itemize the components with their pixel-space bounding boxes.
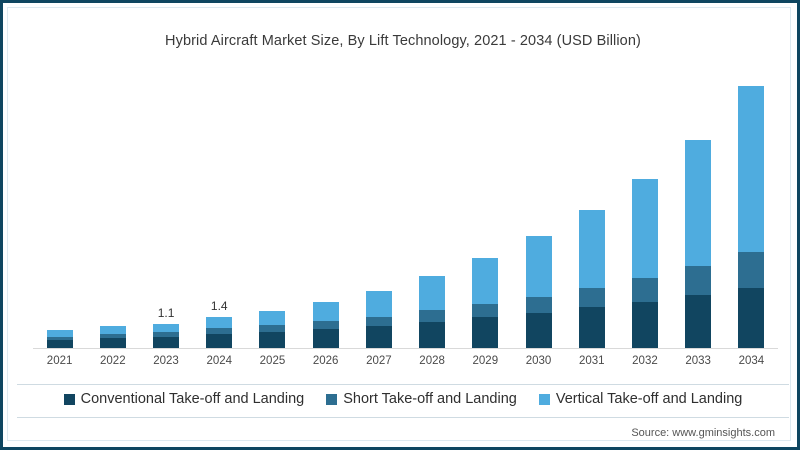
bar-segment-ctol bbox=[578, 307, 605, 348]
x-axis-tick-2021: 2021 bbox=[46, 355, 73, 367]
legend-divider-top bbox=[17, 384, 789, 385]
bar-column bbox=[685, 139, 712, 348]
bar-column: 1.1 bbox=[153, 306, 180, 348]
bar-segment-ctol bbox=[525, 312, 552, 348]
bar-column bbox=[472, 258, 499, 348]
bar-segment-stol bbox=[259, 325, 286, 332]
bar-segment-ctol bbox=[312, 329, 339, 348]
x-axis-tick-labels: 2021 2022 2023 2024 2025 2026 2027 2028 2029 2030… bbox=[33, 355, 778, 375]
bar-value-label: 1.4 bbox=[210, 299, 228, 314]
legend-item[interactable]: Conventional Take-off and Landing bbox=[63, 391, 305, 407]
bar-segment-ctol bbox=[259, 331, 286, 348]
bar-column bbox=[419, 275, 446, 348]
x-axis-tick-2031: 2031 bbox=[578, 355, 605, 367]
legend-item[interactable]: Short Take-off and Landing bbox=[326, 391, 517, 407]
bar-segment-vtol bbox=[685, 139, 712, 266]
x-axis-tick-2026: 2026 bbox=[312, 355, 339, 367]
plot-area: 1.1 1.4 bbox=[33, 73, 778, 349]
bar-segment-ctol bbox=[99, 338, 126, 348]
bar-segment-stol bbox=[472, 303, 499, 318]
legend-item[interactable]: Vertical Take-off and Landing bbox=[538, 391, 743, 407]
bar-column bbox=[259, 310, 286, 348]
bar-segment-ctol bbox=[419, 321, 446, 348]
x-axis-tick-2034: 2034 bbox=[738, 355, 765, 367]
x-axis-tick-2032: 2032 bbox=[632, 355, 658, 367]
bar-segment-vtol bbox=[525, 236, 552, 297]
x-axis-tick-2030: 2030 bbox=[525, 355, 552, 367]
bar-column bbox=[738, 86, 765, 348]
bar-column bbox=[525, 236, 552, 348]
legend-swatch-vtol bbox=[538, 393, 550, 405]
bar-segment-stol bbox=[578, 287, 605, 308]
x-axis-tick-2029: 2029 bbox=[472, 355, 499, 367]
bar-segment-ctol bbox=[46, 339, 73, 348]
bar-segment-vtol bbox=[578, 210, 605, 288]
bar-column bbox=[99, 326, 126, 348]
bar-column: 1.4 bbox=[206, 299, 233, 348]
bar-segment-stol bbox=[419, 310, 446, 322]
x-axis-tick-2028: 2028 bbox=[419, 355, 445, 367]
bar-segment-vtol bbox=[419, 275, 446, 311]
bar-segment-stol bbox=[153, 332, 180, 337]
bar-segment-vtol bbox=[99, 326, 126, 335]
bar-segment-ctol bbox=[738, 287, 765, 348]
bar-segment-vtol bbox=[472, 258, 499, 304]
legend-swatch-ctol bbox=[63, 393, 75, 405]
bar-segment-ctol bbox=[365, 326, 392, 348]
bar-segment-stol bbox=[46, 336, 73, 340]
bar-column bbox=[631, 179, 658, 348]
bar-segment-vtol bbox=[153, 323, 180, 333]
chart-inner-frame bbox=[7, 7, 791, 441]
legend-divider-bottom bbox=[17, 417, 789, 418]
bar-column bbox=[312, 302, 339, 348]
bar-segment-stol bbox=[525, 296, 552, 313]
bar-segment-stol bbox=[685, 265, 712, 296]
legend-label: Conventional Take-off and Landing bbox=[80, 391, 305, 407]
bar-segment-vtol bbox=[206, 317, 233, 329]
x-axis-tick-2025: 2025 bbox=[259, 355, 286, 367]
x-axis-tick-2024: 2024 bbox=[206, 355, 233, 367]
bar-value-label: 1.1 bbox=[157, 305, 175, 320]
x-axis-tick-2023: 2023 bbox=[153, 355, 179, 367]
source-attribution: Source: www.gminsights.com bbox=[631, 427, 775, 439]
bar-segment-vtol bbox=[631, 179, 658, 278]
bar-segment-ctol bbox=[153, 336, 180, 348]
bar-segment-ctol bbox=[472, 317, 499, 348]
x-axis-baseline bbox=[33, 348, 778, 349]
bar-segment-vtol bbox=[259, 310, 286, 326]
bar-segment-stol bbox=[206, 328, 233, 334]
chart-legend: Conventional Take-off and Landing Short T… bbox=[3, 391, 797, 407]
bar-segment-stol bbox=[312, 321, 339, 330]
bar-segment-vtol bbox=[738, 86, 765, 252]
bar-column bbox=[365, 291, 392, 348]
bar-segment-stol bbox=[99, 334, 126, 339]
x-axis-tick-2033: 2033 bbox=[685, 355, 711, 367]
bar-segment-ctol bbox=[631, 302, 658, 348]
bar-segment-vtol bbox=[46, 330, 73, 337]
x-axis-tick-2022: 2022 bbox=[100, 355, 126, 367]
bar-segment-vtol bbox=[365, 291, 392, 317]
legend-label: Vertical Take-off and Landing bbox=[555, 391, 743, 407]
bar-segment-ctol bbox=[685, 295, 712, 348]
x-axis-tick-2027: 2027 bbox=[366, 355, 392, 367]
bar-segment-stol bbox=[631, 277, 658, 302]
bar-segment-stol bbox=[365, 316, 392, 327]
bar-segment-ctol bbox=[206, 333, 233, 348]
bar-segment-vtol bbox=[312, 302, 339, 322]
chart-title: Hybrid Aircraft Market Size, By Lift Tec… bbox=[165, 33, 641, 49]
bar-segment-stol bbox=[738, 251, 765, 288]
legend-swatch-stol bbox=[326, 393, 338, 405]
legend-label: Short Take-off and Landing bbox=[343, 391, 517, 407]
bar-column bbox=[578, 210, 605, 348]
bar-column bbox=[46, 330, 73, 348]
